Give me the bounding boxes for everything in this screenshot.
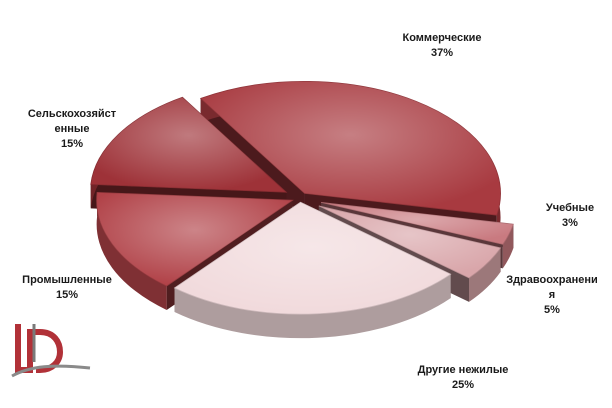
label-agricultural-value: 15% — [60, 138, 84, 150]
label-agricultural-name: Сельскохозяйст енные — [27, 108, 117, 135]
label-industrial-name: Промышленные — [22, 274, 112, 286]
label-healthcare-value: 5% — [544, 304, 560, 316]
label-commercial-name: Коммерческие — [402, 32, 482, 44]
label-commercial: Коммерческие 37% — [372, 16, 512, 76]
label-educational-value: 3% — [562, 217, 578, 229]
label-other-nonresidential: Другие нежилые 25% — [388, 348, 538, 408]
label-industrial: Промышленные 15% — [2, 258, 132, 318]
label-healthcare: Здравоохранени я 5% — [494, 258, 610, 333]
label-commercial-value: 37% — [430, 47, 454, 59]
label-agricultural: Сельскохозяйст енные 15% — [6, 92, 138, 167]
label-industrial-value: 15% — [55, 289, 79, 301]
slice-agricultural — [90, 96, 288, 217]
d-logo-icon — [11, 324, 91, 378]
label-other-value: 25% — [451, 379, 475, 391]
label-educational: Учебные 3% — [530, 186, 610, 246]
label-other-name: Другие нежилые — [417, 364, 509, 376]
pie-chart — [90, 81, 514, 339]
chart-area: Коммерческие 37% Учебные 3% Здравоохране… — [2, 16, 610, 391]
slice-other-nonresidential — [173, 201, 452, 339]
label-educational-name: Учебные — [545, 202, 595, 214]
label-healthcare-name: Здравоохранени я — [506, 274, 598, 301]
